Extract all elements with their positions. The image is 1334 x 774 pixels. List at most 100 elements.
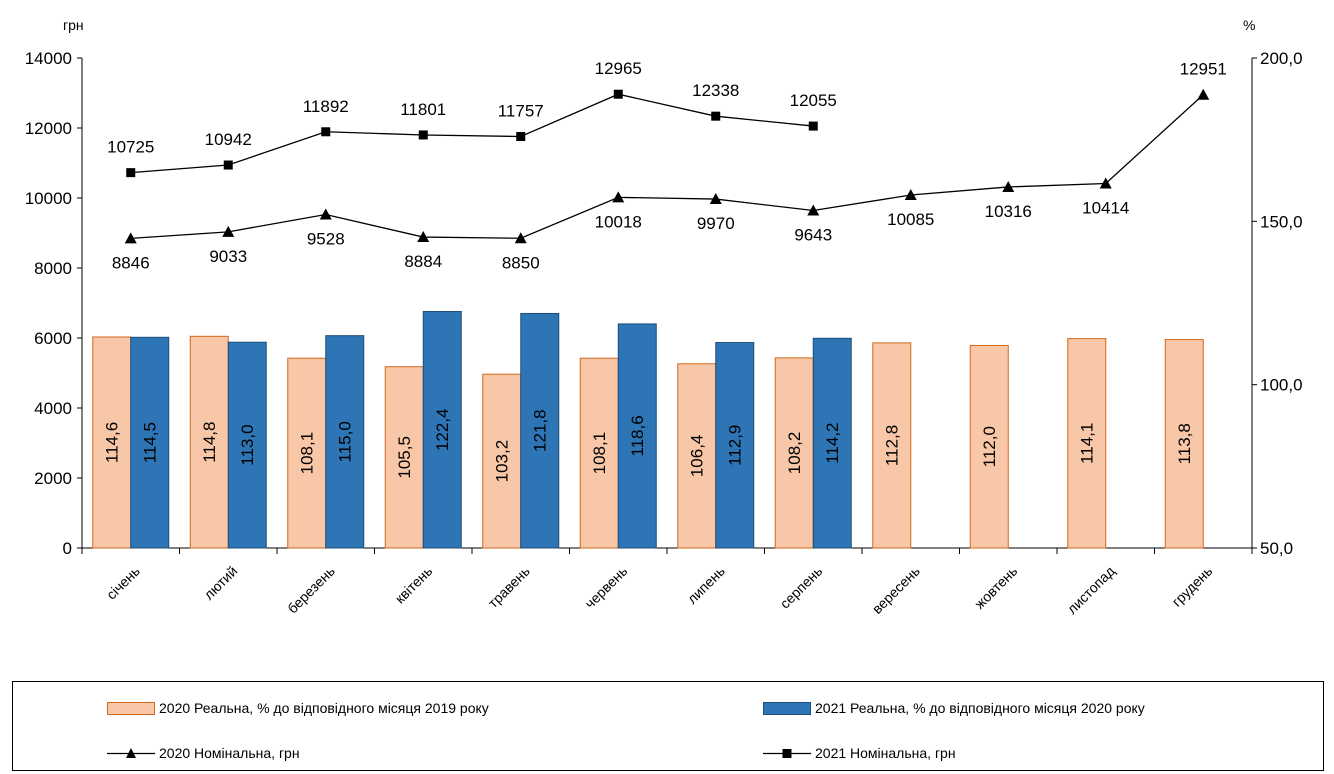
- left-tick-label: 6000: [34, 329, 72, 348]
- legend-label-2021-nominal: 2021 Номінальна, грн: [815, 745, 956, 761]
- right-tick-label: 50,0: [1260, 539, 1293, 558]
- bar-value-label: 108,2: [785, 432, 804, 475]
- bar: [677, 363, 717, 549]
- right-tick-label: 150,0: [1260, 212, 1303, 231]
- line-point: [514, 232, 527, 244]
- bar: [92, 336, 132, 549]
- legend-swatch-2020-real: [107, 701, 155, 715]
- bar: [872, 342, 912, 549]
- line-value-label: 10316: [985, 202, 1032, 221]
- line-point: [1197, 88, 1210, 100]
- category-label: жовтень: [971, 563, 1020, 612]
- bar: [774, 357, 814, 549]
- bar: [812, 337, 852, 549]
- category-label: серпень: [777, 563, 826, 612]
- line-point: [124, 232, 137, 244]
- line-point: [1099, 177, 1112, 189]
- line-value-label: 12055: [790, 91, 837, 110]
- line-value-label: 11801: [400, 100, 446, 119]
- line-point: [222, 225, 235, 237]
- bar-value-label: 115,0: [336, 421, 355, 462]
- category-label: листопад: [1064, 563, 1118, 617]
- line-point: [223, 160, 233, 170]
- bar: [482, 373, 522, 549]
- line-point: [1002, 180, 1015, 192]
- bar: [287, 357, 327, 549]
- bar-value-label: 113,0: [238, 424, 257, 465]
- category-label: лютий: [200, 563, 240, 603]
- category-label: травень: [485, 563, 533, 611]
- line-point: [807, 204, 820, 216]
- legend-label-2020-nominal: 2020 Номінальна, грн: [159, 745, 300, 761]
- bar: [227, 341, 267, 549]
- line-point: [321, 127, 331, 137]
- line-value-label: 11892: [303, 97, 349, 116]
- legend-item-2021-nominal: 2021 Номінальна, грн: [763, 745, 956, 761]
- left-tick-label: 2000: [34, 469, 72, 488]
- bar-value-label: 108,1: [590, 432, 609, 475]
- right-tick-label: 200,0: [1260, 49, 1303, 68]
- line-value-label: 8846: [112, 253, 150, 272]
- legend-item-2020-nominal: 2020 Номінальна, грн: [107, 745, 300, 761]
- bar: [130, 336, 170, 549]
- line-value-label: 10085: [887, 210, 934, 229]
- legend-swatch-2020-nominal: [107, 747, 155, 758]
- left-tick-label: 8000: [34, 259, 72, 278]
- category-label: грудень: [1169, 563, 1216, 610]
- category-label: липень: [684, 563, 728, 607]
- bar-value-label: 118,6: [628, 415, 647, 456]
- series-line: [130, 93, 814, 174]
- bar: [1067, 338, 1107, 549]
- line-point: [808, 121, 818, 131]
- line-point: [418, 130, 428, 140]
- bar-value-label: 114,2: [823, 422, 842, 463]
- line-value-label: 11757: [498, 102, 544, 121]
- legend-label-2021-real: 2021 Реальна, % до відповідного місяця 2…: [815, 700, 1145, 716]
- line-point: [612, 191, 625, 203]
- line-value-label: 12951: [1180, 60, 1227, 79]
- line-value-label: 9970: [697, 214, 735, 233]
- legend-label-2020-real: 2020 Реальна, % до відповідного місяця 2…: [159, 700, 489, 716]
- bar-value-label: 112,0: [980, 426, 999, 467]
- bar: [969, 344, 1009, 549]
- bar: [520, 312, 560, 549]
- category-label: квітень: [392, 563, 436, 607]
- left-tick-label: 0: [63, 539, 72, 558]
- line-point: [516, 132, 526, 142]
- bar-value-label: 108,1: [298, 432, 317, 475]
- bar-value-label: 114,1: [1078, 423, 1097, 464]
- bar-value-label: 114,5: [141, 422, 160, 463]
- right-tick-label: 100,0: [1260, 376, 1303, 395]
- bar: [384, 366, 424, 549]
- category-label: вересень: [869, 563, 923, 617]
- legend: 2020 Реальна, % до відповідного місяця 2…: [12, 681, 1324, 771]
- line-value-label: 12338: [692, 81, 739, 100]
- chart: грн % 0 2000 4000 6000 8000 10000 12000 14000 50,0…: [25, 17, 1303, 617]
- line-value-label: 9033: [209, 247, 247, 266]
- left-tick-label: 14000: [25, 49, 72, 68]
- left-axis-unit: грн: [63, 17, 84, 33]
- bar: [617, 323, 657, 549]
- bar-value-label: 112,9: [726, 425, 745, 466]
- series-line: [130, 94, 1204, 240]
- left-tick-label: 12000: [25, 119, 72, 138]
- bar: [325, 335, 365, 549]
- line-point: [319, 208, 332, 220]
- line-point: [613, 89, 623, 99]
- category-label: січень: [103, 563, 143, 603]
- legend-swatch-2021-nominal: [763, 748, 811, 758]
- bar-value-label: 114,6: [103, 422, 122, 463]
- bar-value-label: 121,8: [531, 409, 550, 452]
- legend-item-2021-real: 2021 Реальна, % до відповідного місяця 2…: [763, 700, 1145, 716]
- left-tick-label: 4000: [34, 399, 72, 418]
- bar: [1164, 339, 1204, 549]
- line-value-label: 12965: [595, 59, 642, 78]
- line-point: [709, 193, 722, 205]
- bar-value-label: 122,4: [433, 408, 452, 451]
- bar-value-label: 106,4: [688, 435, 707, 478]
- line-point: [711, 111, 721, 121]
- line-point: [417, 231, 430, 243]
- bar-value-label: 105,5: [395, 436, 414, 479]
- bar: [579, 357, 619, 549]
- line-value-label: 10414: [1082, 199, 1129, 218]
